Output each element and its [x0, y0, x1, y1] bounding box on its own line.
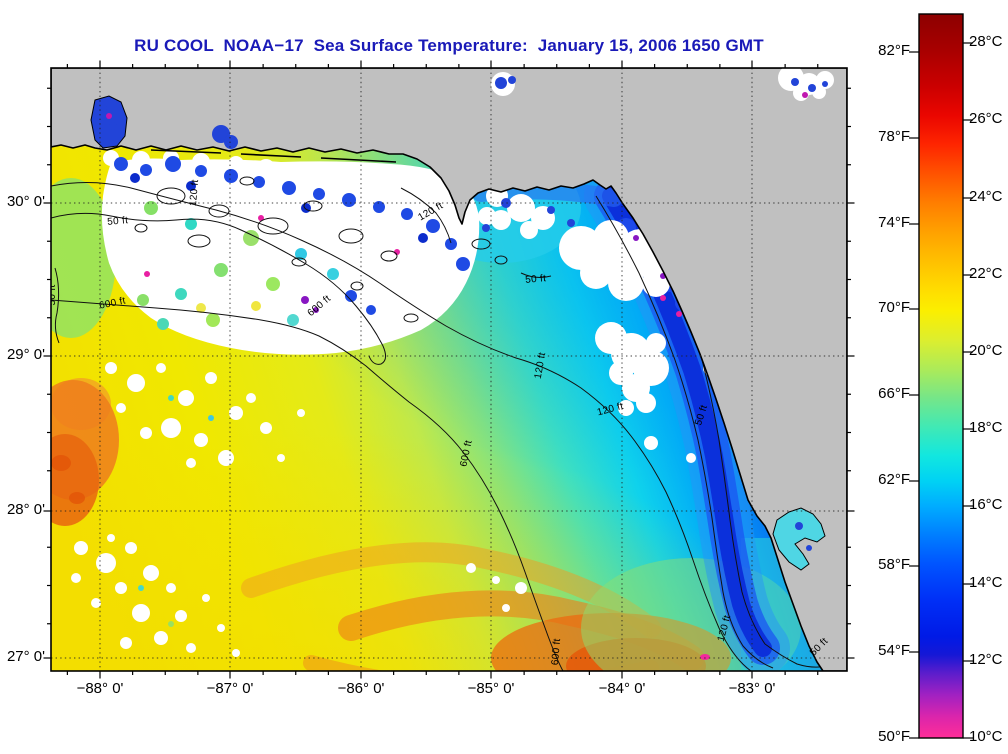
warm-patch-west-edge: [51, 378, 119, 526]
data-speckles: [113, 110, 682, 627]
inland-water-specks: [99, 68, 834, 551]
x-axis-tick-label: −83° 0': [728, 680, 776, 697]
contour-depth-label: 120 ft: [533, 351, 548, 379]
colorbar-fahrenheit-label: 66°F: [878, 385, 910, 402]
y-axis-tick-label: 27° 0': [6, 648, 45, 665]
green-patch-west: [51, 178, 116, 338]
figure-title: RU COOL NOAA−17 Sea Surface Temperature:…: [134, 36, 764, 55]
contour-depth-label: 120 ft: [188, 179, 201, 207]
map-border: [50, 67, 848, 672]
colorbar-celsius-label: 20°C: [969, 342, 1003, 359]
temperature-colorbar: [909, 13, 973, 739]
colorbar-fahrenheit-label: 78°F: [878, 128, 910, 145]
colorbar-celsius-label: 24°C: [969, 188, 1003, 205]
colorbar-gradient-bar: [918, 13, 964, 739]
x-axis-tick-label: −87° 0': [206, 680, 254, 697]
contour-depth-label: 50 ft: [525, 273, 547, 286]
x-axis-tick-label: −86° 0': [337, 680, 385, 697]
colorbar-celsius-label: 26°C: [969, 110, 1003, 127]
colorbar-ticks: [909, 42, 973, 739]
contour-depth-label: 600 ft: [98, 295, 127, 311]
contour-depth-label: 600 ft: [550, 638, 563, 666]
axis-ticks: [43, 60, 855, 679]
colorbar-celsius-label: 14°C: [969, 574, 1003, 591]
colorbar-fahrenheit-label: 74°F: [878, 214, 910, 231]
depth-contours: [51, 181, 828, 671]
x-axis-tick-label: −84° 0': [598, 680, 646, 697]
colorbar-celsius-label: 12°C: [969, 651, 1003, 668]
colorbar-fahrenheit-label: 54°F: [878, 642, 910, 659]
colorbar-celsius-label: 16°C: [969, 496, 1003, 513]
graticule-gridlines: [51, 68, 847, 671]
y-axis-tick-label: 28° 0': [6, 501, 45, 518]
small-contour-loops: [134, 176, 508, 323]
colorbar-fahrenheit-label: 58°F: [878, 556, 910, 573]
contour-depth-label: 50 ft: [107, 215, 129, 228]
colorbar-fahrenheit-label: 70°F: [878, 299, 910, 316]
y-axis-tick-label: 29° 0': [6, 346, 45, 363]
colorbar-celsius-label: 28°C: [969, 33, 1003, 50]
x-axis-tick-label: −88° 0': [76, 680, 124, 697]
contour-depth-label: 50 ft: [47, 285, 58, 306]
colorbar-celsius-label: 18°C: [969, 419, 1003, 436]
contour-depth-label: 600 ft: [458, 439, 474, 468]
tampa-bay: [772, 507, 826, 571]
colorbar-fahrenheit-label: 50°F: [878, 728, 910, 745]
colorbar-fahrenheit-label: 62°F: [878, 471, 910, 488]
colorbar-celsius-label: 22°C: [969, 265, 1003, 282]
colorbar-fahrenheit-label: 82°F: [878, 42, 910, 59]
mobile-bay: [90, 95, 128, 149]
y-axis-tick-label: 30° 0': [6, 193, 45, 210]
x-axis-tick-label: −85° 0': [467, 680, 515, 697]
barrier-islands: [150, 149, 397, 163]
colorbar-celsius-label: 10°C: [969, 728, 1003, 745]
